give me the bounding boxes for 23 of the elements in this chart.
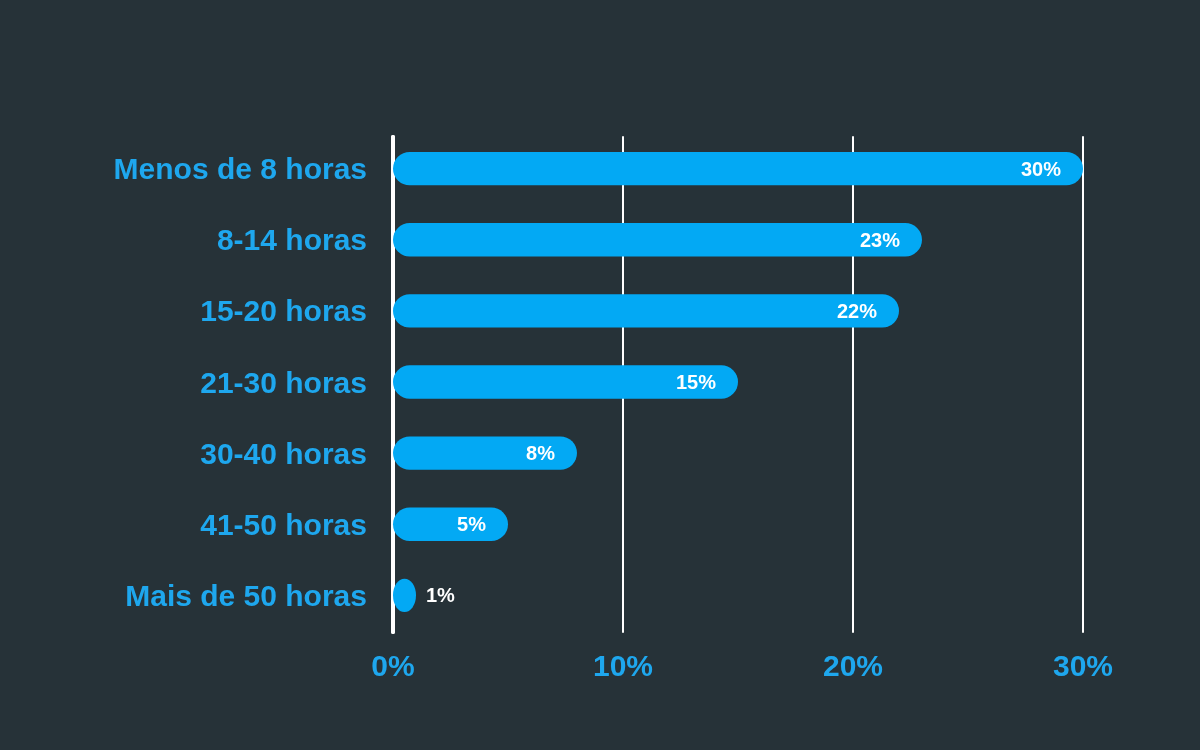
x-tick-label: 10% [592,649,654,682]
y-tick-label: 30-40 horas [200,436,367,470]
y-tick-label: 15-20 horas [200,294,367,328]
x-tick-label: 20% [822,649,884,682]
y-tick-label: Menos de 8 horas [113,152,367,186]
data-label: 1% [426,584,456,607]
bar [393,365,738,399]
data-label: 5% [457,513,487,536]
y-tick-label: 41-50 horas [200,507,367,541]
x-tick-label: 0% [371,649,415,682]
bar [393,436,577,470]
x-tick-label: 30% [1052,649,1114,682]
y-tick-label: Mais de 50 horas [125,578,367,612]
data-label: 30% [1020,157,1062,180]
y-tick-label: 8-14 horas [216,223,367,257]
data-label: 15% [675,371,717,393]
bar [393,223,922,257]
data-label: 8% [526,442,556,465]
data-label: 23% [859,228,901,251]
bar [393,151,1083,186]
bar [393,294,899,328]
data-label: 22% [836,299,878,322]
y-tick-label: 21-30 horas [200,365,367,399]
